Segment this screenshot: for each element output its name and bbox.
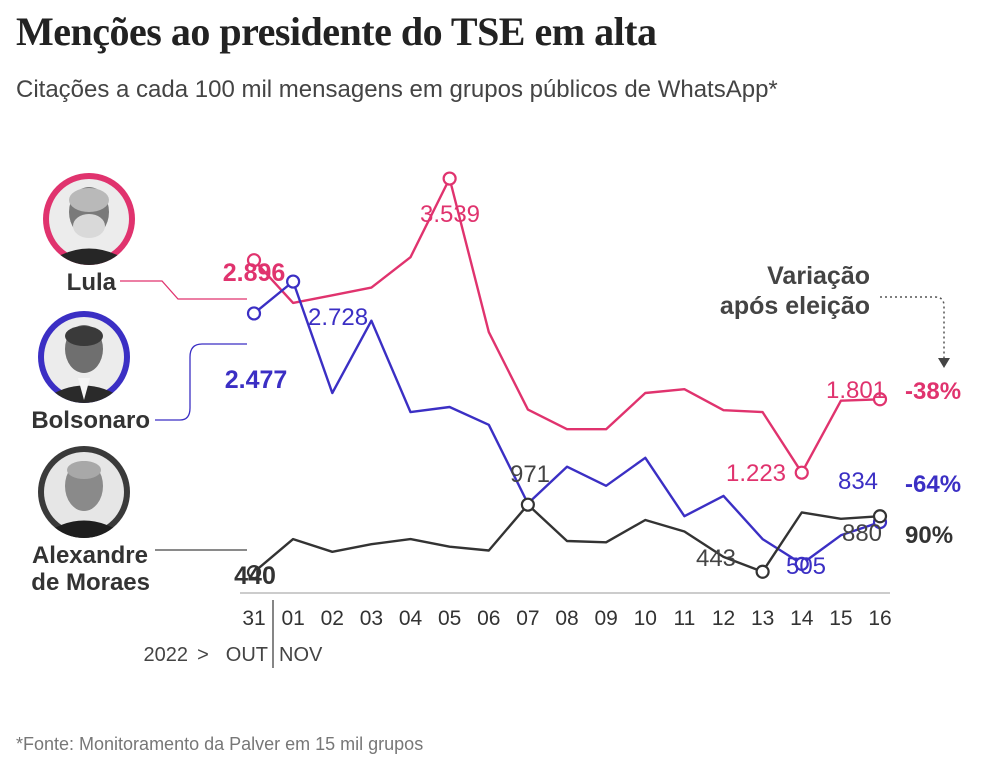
variation-lula: -38% <box>905 378 961 405</box>
marker-moraes-31 <box>246 565 262 580</box>
chart-title: Menções ao presidente do TSE em alta <box>16 9 657 54</box>
x-tick-07: 07 <box>516 607 539 630</box>
legend-moraes-line1: Alexandre <box>32 542 148 569</box>
month-label-out: OUT <box>226 644 268 666</box>
x-tick-10: 10 <box>634 607 657 630</box>
marker-lula-14 <box>794 465 809 480</box>
leader-line-lula <box>120 280 247 300</box>
legend-moraes-line2: de Moraes <box>31 569 150 596</box>
x-tick-01: 01 <box>281 607 304 630</box>
variation-arrow <box>880 296 945 360</box>
marker-lula-16 <box>872 392 888 407</box>
marker-lula-31 <box>246 253 262 268</box>
label-moraes-end: 880 <box>842 520 882 547</box>
x-tick-09: 09 <box>594 607 617 630</box>
legend-bolsonaro: Bolsonaro <box>31 407 150 434</box>
x-tick-13: 13 <box>751 607 774 630</box>
lula-portrait-icon <box>43 173 135 265</box>
x-tick-15: 15 <box>829 607 852 630</box>
month-label-nov: NOV <box>279 644 323 666</box>
variation-title-line1: Variação <box>767 262 870 290</box>
variation-bolsonaro: -64% <box>905 471 961 498</box>
variation-moraes: 90% <box>905 522 953 549</box>
chart-subtitle: Citações a cada 100 mil mensagens em gru… <box>16 76 778 103</box>
x-tick-16: 16 <box>868 607 891 630</box>
label-lula-start: 2.896 <box>223 259 286 287</box>
x-tick-06: 06 <box>477 607 500 630</box>
label-moraes-start: 440 <box>234 562 276 590</box>
bolsonaro-portrait-icon <box>38 311 130 403</box>
series-line-bolsonaro <box>253 280 881 566</box>
marker-bolsonaro-01 <box>286 274 301 289</box>
series-line-lula <box>253 177 881 474</box>
year-label: 2022 <box>144 644 189 666</box>
x-tick-03: 03 <box>360 607 383 630</box>
label-bolsonaro-peak: 2.728 <box>308 304 368 331</box>
chevron-right-icon: > <box>197 644 209 666</box>
variation-title-line2: após eleição <box>720 292 870 320</box>
moraes-portrait-icon <box>38 446 130 538</box>
label-lula-end: 1.801 <box>826 377 886 404</box>
label-bolsonaro-end: 834 <box>838 468 878 495</box>
x-tick-02: 02 <box>321 607 344 630</box>
source-note: *Fonte: Monitoramento da Palver em 15 mi… <box>16 734 424 754</box>
label-moraes-peak: 971 <box>510 461 550 488</box>
x-tick-14: 14 <box>790 607 814 630</box>
x-tick-12: 12 <box>712 607 735 630</box>
x-tick-04: 04 <box>399 607 423 630</box>
legend-lula: Lula <box>67 269 117 296</box>
label-lula-min: 1.223 <box>726 460 786 487</box>
label-lula-peak: 3.539 <box>420 201 480 228</box>
label-moraes-min: 443 <box>696 545 736 572</box>
arrow-down-icon <box>938 358 950 368</box>
marker-bolsonaro-31 <box>246 306 262 321</box>
label-bolsonaro-start: 2.477 <box>225 366 288 394</box>
marker-moraes-07 <box>520 497 535 512</box>
label-bolsonaro-min: 505 <box>786 553 826 580</box>
marker-moraes-13 <box>755 564 770 579</box>
marker-lula-05 <box>442 171 457 186</box>
series-line-moraes <box>253 503 881 574</box>
x-tick-11: 11 <box>673 607 695 630</box>
x-tick-05: 05 <box>438 607 461 630</box>
x-tick-08: 08 <box>555 607 578 630</box>
leader-line-bolsonaro <box>155 343 247 421</box>
marker-bolsonaro-14 <box>794 556 809 571</box>
marker-moraes-16 <box>872 509 888 524</box>
x-tick-31: 31 <box>242 607 265 630</box>
